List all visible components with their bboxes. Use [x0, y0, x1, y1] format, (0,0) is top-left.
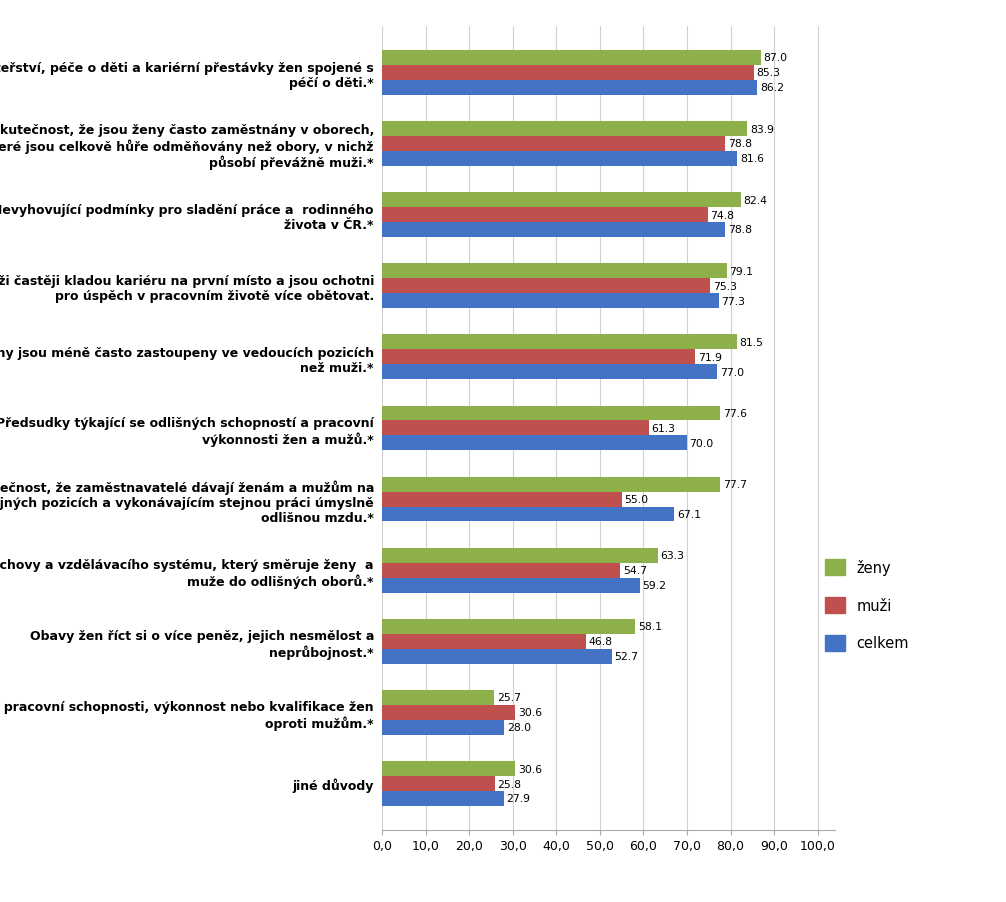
Text: 71.9: 71.9	[698, 353, 722, 363]
Bar	[382, 365, 717, 380]
Bar	[382, 720, 504, 735]
Text: 67.1: 67.1	[677, 510, 701, 520]
Text: 55.0: 55.0	[625, 494, 649, 504]
Bar	[382, 207, 708, 223]
Text: 74.8: 74.8	[710, 210, 734, 220]
Bar	[382, 264, 726, 279]
Text: 28.0: 28.0	[507, 723, 531, 732]
Text: 79.1: 79.1	[729, 266, 753, 276]
Text: 59.2: 59.2	[643, 581, 667, 591]
Text: 52.7: 52.7	[615, 651, 638, 661]
Text: 63.3: 63.3	[660, 550, 684, 561]
Text: 75.3: 75.3	[712, 281, 736, 291]
Text: 77.0: 77.0	[720, 367, 744, 377]
Text: 81.6: 81.6	[740, 154, 765, 164]
Bar	[382, 548, 658, 563]
Bar	[382, 335, 737, 350]
Bar	[382, 563, 621, 578]
Bar	[382, 279, 710, 294]
Text: 61.3: 61.3	[652, 423, 676, 434]
Text: 86.2: 86.2	[761, 83, 784, 93]
Text: 54.7: 54.7	[623, 566, 647, 575]
Bar	[382, 690, 494, 705]
Bar	[382, 761, 515, 777]
Bar	[382, 791, 504, 806]
Bar	[382, 507, 674, 522]
Text: 87.0: 87.0	[764, 53, 788, 63]
Text: 30.6: 30.6	[518, 708, 542, 718]
Text: 30.6: 30.6	[518, 764, 542, 774]
Bar	[382, 66, 753, 80]
Text: 77.6: 77.6	[722, 409, 746, 419]
Text: 27.9: 27.9	[506, 794, 530, 804]
Text: 81.5: 81.5	[739, 337, 764, 347]
Bar	[382, 80, 758, 96]
Bar	[382, 122, 747, 137]
Bar	[382, 137, 725, 152]
Bar	[382, 294, 718, 308]
Bar	[382, 51, 761, 66]
Text: 85.3: 85.3	[757, 69, 781, 78]
Legend: ženy, muži, celkem: ženy, muži, celkem	[825, 559, 909, 651]
Text: 82.4: 82.4	[743, 196, 768, 206]
Bar	[382, 152, 737, 167]
Bar	[382, 477, 720, 492]
Bar	[382, 193, 741, 207]
Text: 78.8: 78.8	[728, 226, 751, 235]
Bar	[382, 578, 640, 593]
Bar	[382, 777, 495, 791]
Text: 70.0: 70.0	[689, 438, 714, 448]
Text: 77.7: 77.7	[723, 480, 747, 490]
Bar	[382, 492, 622, 507]
Bar	[382, 350, 695, 365]
Text: 58.1: 58.1	[638, 621, 662, 631]
Bar	[382, 421, 649, 436]
Bar	[382, 649, 612, 664]
Bar	[382, 705, 515, 720]
Bar	[382, 223, 725, 238]
Text: 46.8: 46.8	[589, 637, 613, 647]
Bar	[382, 406, 720, 421]
Bar	[382, 634, 585, 649]
Bar	[382, 619, 635, 634]
Text: 25.8: 25.8	[497, 778, 521, 788]
Text: 78.8: 78.8	[728, 139, 751, 149]
Text: 25.7: 25.7	[497, 693, 521, 703]
Text: 77.3: 77.3	[721, 296, 745, 307]
Text: 83.9: 83.9	[750, 124, 774, 134]
Bar	[382, 436, 687, 451]
